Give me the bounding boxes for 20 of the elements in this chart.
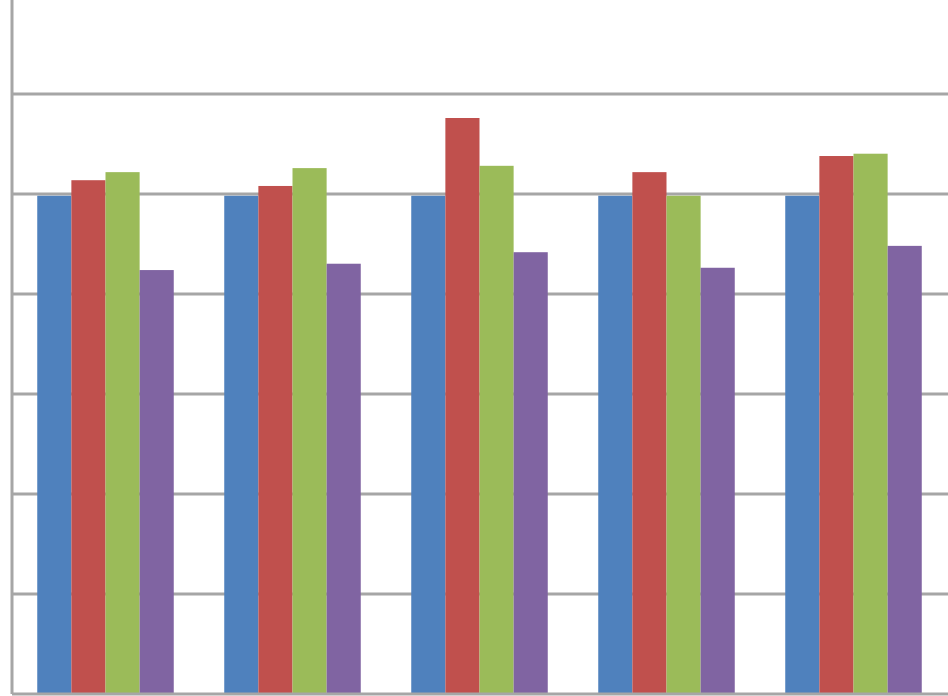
bar — [71, 180, 106, 694]
bar — [139, 270, 174, 694]
bar — [224, 195, 259, 694]
bar — [479, 165, 514, 694]
bar — [785, 195, 820, 694]
bar — [666, 195, 701, 694]
bar — [819, 156, 854, 694]
bar — [700, 267, 735, 694]
bar — [37, 195, 72, 694]
bar — [105, 172, 140, 694]
bar — [326, 263, 361, 694]
bar — [513, 252, 548, 694]
bar — [632, 172, 667, 694]
bar — [258, 185, 293, 694]
bar — [411, 195, 446, 694]
bar — [292, 168, 327, 694]
bar — [887, 245, 922, 694]
bar — [853, 153, 888, 694]
bar — [598, 195, 633, 694]
bar — [445, 118, 480, 694]
